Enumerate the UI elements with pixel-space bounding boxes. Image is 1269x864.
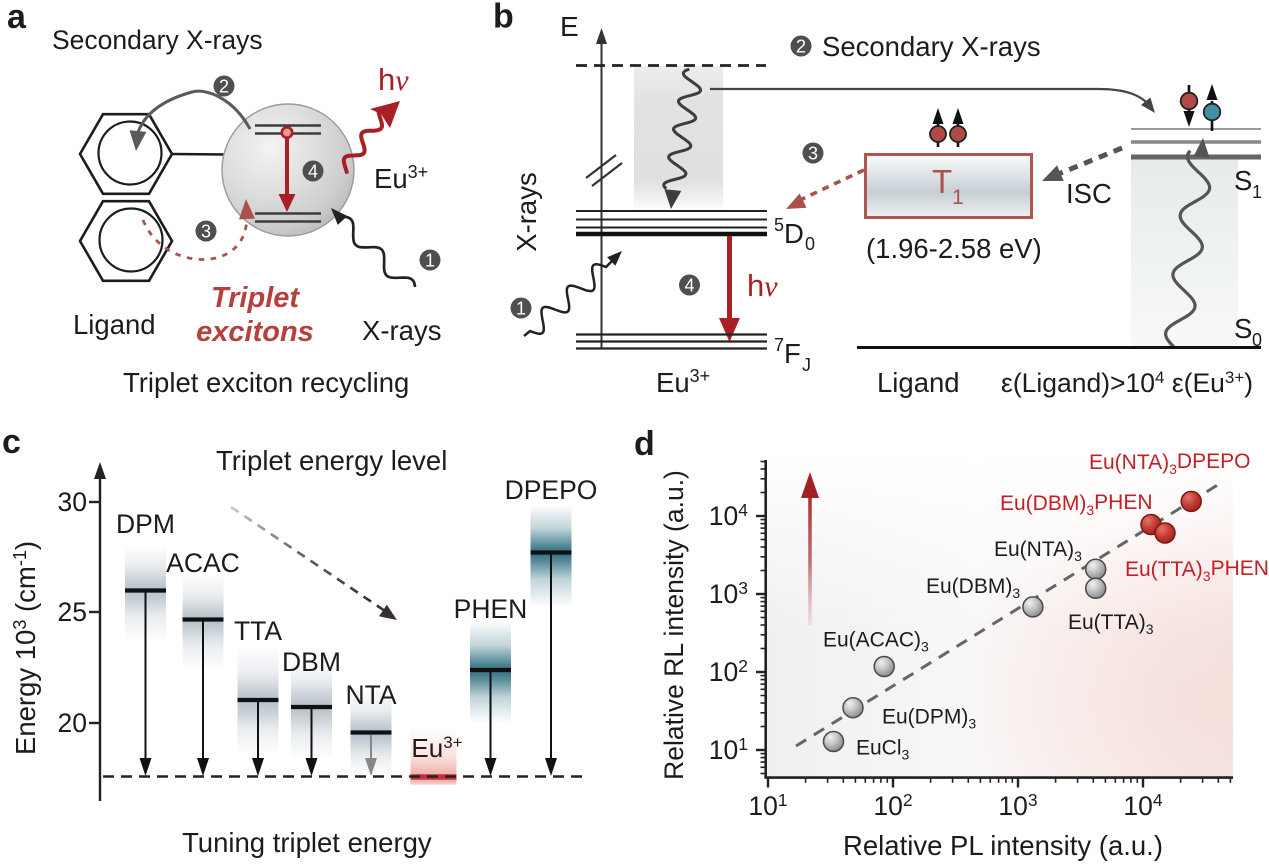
svg-text:0: 0 [1252, 330, 1262, 350]
svg-text:DPM: DPM [116, 509, 175, 539]
svg-text:T: T [932, 163, 952, 200]
svg-text:7: 7 [774, 335, 784, 355]
svg-text:20: 20 [58, 708, 87, 738]
svg-text:hν: hν [378, 62, 409, 97]
svg-text:Eu(TTA)3PHEN: Eu(TTA)3PHEN [1125, 557, 1269, 584]
svg-text:25: 25 [58, 597, 87, 627]
svg-text:Relative RL intensity (a.u.): Relative RL intensity (a.u.) [659, 470, 689, 780]
svg-text:Triplet exciton recycling: Triplet exciton recycling [123, 367, 409, 398]
svg-text:Triplet energy level: Triplet energy level [216, 445, 447, 476]
svg-text:DBM: DBM [282, 647, 341, 677]
svg-text:Ligand: Ligand [73, 309, 156, 340]
svg-text:S: S [1234, 313, 1252, 344]
svg-text:Eu(NTA)3: Eu(NTA)3 [994, 538, 1082, 564]
svg-text:0: 0 [805, 234, 815, 254]
svg-text:1: 1 [1252, 182, 1262, 202]
svg-text:NTA: NTA [345, 680, 396, 710]
svg-text:2: 2 [219, 77, 229, 97]
svg-text:Secondary X-rays: Secondary X-rays [52, 25, 263, 55]
svg-text:EuCl3: EuCl3 [856, 737, 910, 763]
svg-text:D: D [784, 218, 804, 249]
svg-text:2: 2 [796, 37, 806, 57]
svg-text:ACAC: ACAC [166, 548, 240, 578]
svg-text:1: 1 [516, 299, 526, 319]
svg-text:a: a [7, 0, 27, 36]
svg-text:Eu(DBM)3PHEN: Eu(DBM)3PHEN [1000, 491, 1153, 518]
svg-text:X-rays: X-rays [511, 172, 542, 251]
svg-text:S: S [1234, 165, 1252, 196]
svg-text:Tuning triplet energy: Tuning triplet energy [182, 827, 432, 858]
svg-text:J: J [802, 355, 811, 375]
svg-text:F: F [784, 338, 801, 369]
svg-text:Secondary X-rays: Secondary X-rays [822, 31, 1041, 62]
svg-text:(1.96-2.58 eV): (1.96-2.58 eV) [866, 233, 1042, 264]
svg-text:1: 1 [952, 186, 964, 209]
svg-text:Eu(DPM)3: Eu(DPM)3 [882, 705, 976, 731]
svg-text:Energy 103 (cm-1): Energy 103 (cm-1) [10, 541, 41, 755]
svg-text:3: 3 [808, 144, 818, 164]
svg-text:Ligand: Ligand [877, 367, 960, 398]
svg-text:d: d [634, 425, 655, 463]
svg-text:Eu(TTA)3: Eu(TTA)3 [1068, 611, 1154, 637]
svg-text:4: 4 [308, 162, 318, 182]
svg-text:hν: hν [747, 268, 778, 303]
svg-text:PHEN: PHEN [454, 594, 528, 624]
svg-text:Triplet: Triplet [211, 282, 300, 314]
svg-text:DPEPO: DPEPO [505, 475, 598, 505]
svg-text:ISC: ISC [1066, 178, 1112, 209]
svg-text:E: E [560, 11, 579, 42]
svg-text:Eu(ACAC)3: Eu(ACAC)3 [823, 629, 929, 655]
svg-text:3: 3 [201, 222, 211, 242]
svg-text:30: 30 [58, 487, 87, 517]
svg-text:4: 4 [684, 276, 694, 296]
svg-text:ε(Ligand)>104 ε(Eu3+): ε(Ligand)>104 ε(Eu3+) [1001, 368, 1253, 398]
svg-text:excitons: excitons [196, 316, 314, 348]
svg-text:Eu(DBM)3: Eu(DBM)3 [926, 575, 1020, 601]
svg-text:Relative PL intensity (a.u.): Relative PL intensity (a.u.) [843, 830, 1163, 861]
svg-text:b: b [493, 0, 514, 36]
svg-text:1: 1 [425, 251, 435, 271]
svg-text:X-rays: X-rays [362, 315, 441, 346]
svg-text:c: c [2, 423, 21, 461]
svg-text:TTA: TTA [234, 616, 282, 646]
svg-text:5: 5 [774, 215, 784, 235]
